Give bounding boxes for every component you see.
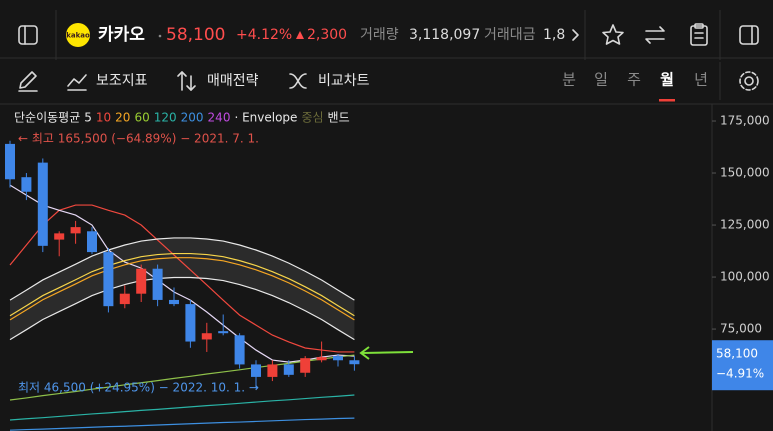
logo bbox=[66, 23, 90, 47]
moving-average-line bbox=[9, 276, 355, 341]
period-underline bbox=[659, 99, 675, 102]
candle-body bbox=[267, 364, 278, 377]
strategy-icon bbox=[177, 71, 196, 91]
candle-body bbox=[21, 177, 32, 192]
candle-body bbox=[37, 162, 48, 246]
volume: 3,118,097 bbox=[409, 27, 480, 43]
legend-item: 20 bbox=[115, 111, 130, 125]
sidebar-button[interactable] bbox=[18, 25, 38, 45]
period-tab[interactable]: 일 bbox=[594, 71, 608, 89]
candle-body bbox=[316, 357, 327, 361]
moving-average-line bbox=[9, 204, 355, 353]
candle-body bbox=[251, 364, 261, 377]
moving-average-line bbox=[9, 354, 355, 401]
period-tab[interactable]: 월 bbox=[660, 71, 674, 89]
legend-item: 중심 bbox=[301, 111, 323, 125]
candle-body bbox=[201, 333, 212, 340]
up-arrow bbox=[296, 31, 304, 39]
legend-item: 단순이동평균 bbox=[14, 111, 80, 125]
moving-average-line bbox=[9, 252, 355, 317]
legend-item: 10 bbox=[96, 111, 111, 125]
candle-body bbox=[87, 231, 97, 253]
candle-body bbox=[70, 227, 81, 234]
high-annotation: ← 최고 165,500 (−64.89%) − 2021. 7. 1. bbox=[18, 132, 259, 146]
separator bbox=[158, 34, 162, 38]
memo-button[interactable] bbox=[690, 23, 708, 46]
candle-body bbox=[349, 360, 360, 365]
more-button[interactable] bbox=[572, 29, 579, 41]
period-tab[interactable]: 주 bbox=[627, 71, 641, 89]
legend-item: 240 bbox=[208, 111, 231, 125]
price: 58,100 bbox=[166, 25, 225, 45]
candle-body bbox=[283, 364, 294, 375]
y-tick-label: 150,000 bbox=[720, 166, 770, 180]
low-annotation: 최저 46,500 (+24.95%) − 2022. 10. 1. → bbox=[18, 381, 259, 395]
amount-label: 거래대금 bbox=[484, 27, 536, 43]
candle-body bbox=[103, 252, 114, 307]
moving-average-line bbox=[9, 184, 355, 363]
candle-body bbox=[333, 356, 343, 361]
tool-button[interactable]: 매매전략 bbox=[207, 73, 259, 89]
header: kakao 카카오 58,100 +4.12% 2,300 거래량 3,118,… bbox=[18, 10, 759, 60]
tool-button[interactable]: 비교차트 bbox=[318, 73, 370, 89]
legend-item: 60 bbox=[134, 111, 149, 125]
envelope-band bbox=[10, 237, 355, 340]
candle-body bbox=[54, 233, 65, 240]
legend-item: 5 bbox=[84, 111, 92, 125]
pointer-head bbox=[359, 346, 370, 360]
candle-body bbox=[119, 293, 130, 305]
moving-average-line bbox=[9, 237, 355, 301]
draw-button[interactable] bbox=[18, 71, 38, 92]
stock-name: 카카오 bbox=[98, 25, 145, 45]
y-tick-label: 175,000 bbox=[720, 114, 770, 128]
candle-body bbox=[218, 331, 229, 334]
moving-average-line bbox=[9, 417, 355, 431]
legend-item: 200 bbox=[181, 111, 204, 125]
candle-body bbox=[300, 358, 311, 373]
amount: 1,8 bbox=[543, 27, 565, 43]
favorite-button[interactable] bbox=[602, 24, 624, 45]
logo-text: kakao bbox=[66, 32, 90, 40]
settings-button[interactable] bbox=[739, 71, 759, 91]
y-tick-label: 75,000 bbox=[720, 322, 762, 336]
legend-item: · Envelope bbox=[234, 111, 297, 125]
swap-button[interactable] bbox=[645, 26, 665, 44]
last-price-label: 58,100 bbox=[716, 347, 758, 361]
change-pct: +4.12% bbox=[236, 27, 292, 43]
period-tab[interactable]: 년 bbox=[694, 71, 708, 89]
period-tab[interactable]: 분 bbox=[562, 71, 576, 89]
last-price-change: −4.91% bbox=[716, 367, 764, 381]
current-price-pointer bbox=[359, 346, 414, 360]
indicator-icon bbox=[67, 74, 87, 91]
legend-item: 120 bbox=[154, 111, 177, 125]
candle-body bbox=[5, 143, 15, 180]
pointer-shaft bbox=[361, 351, 414, 354]
legend-item: 밴드 bbox=[328, 111, 350, 125]
y-tick-label: 125,000 bbox=[720, 218, 770, 232]
compare-icon bbox=[289, 73, 307, 89]
change: 2,300 bbox=[307, 27, 347, 43]
y-tick-label: 100,000 bbox=[720, 270, 770, 284]
tool-button[interactable]: 보조지표 bbox=[96, 73, 148, 89]
toolbar bbox=[18, 62, 759, 100]
volume-label: 거래량 bbox=[360, 27, 399, 43]
candle-body bbox=[169, 299, 179, 305]
candle-body bbox=[136, 268, 147, 294]
panel-button[interactable] bbox=[739, 25, 759, 45]
candle-body bbox=[185, 304, 196, 342]
moving-average-line bbox=[9, 394, 355, 421]
last-price-tag bbox=[712, 340, 773, 391]
moving-average-line bbox=[9, 257, 355, 321]
candle-body bbox=[234, 335, 245, 365]
candle-body bbox=[152, 268, 163, 300]
